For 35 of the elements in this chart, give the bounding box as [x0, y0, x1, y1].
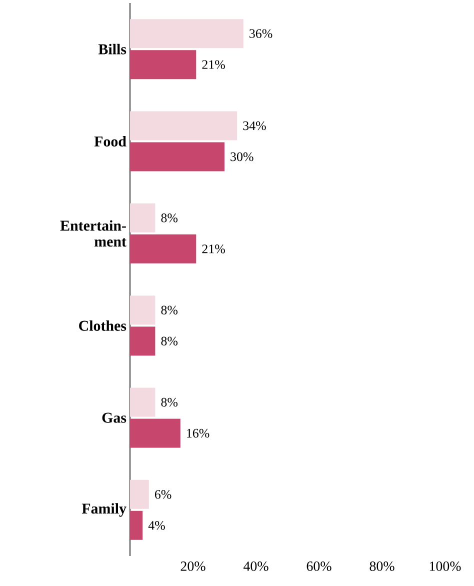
x-tick-label: 20% — [180, 562, 206, 571]
bar — [130, 203, 156, 232]
data-label: 30% — [230, 152, 254, 162]
data-label: 21% — [202, 244, 225, 254]
data-label: 8% — [161, 214, 178, 222]
bar — [130, 111, 238, 140]
bar — [130, 142, 224, 172]
y-tick-label: Entertain- ment — [60, 220, 126, 247]
data-label: 34% — [243, 121, 266, 130]
bar — [130, 388, 156, 417]
data-label: 8% — [161, 398, 178, 407]
bar — [130, 50, 196, 80]
bar — [130, 510, 143, 540]
data-label: 16% — [187, 428, 210, 438]
y-tick-label: Bills — [98, 44, 126, 54]
x-tick-label: 100% — [430, 562, 461, 571]
bar — [130, 326, 156, 356]
y-tick-label: Family — [82, 503, 126, 517]
data-label: 4% — [148, 521, 165, 530]
x-tick-label: 40% — [243, 562, 268, 571]
y-tick-label: Clothes — [79, 320, 126, 331]
x-tick-label: 60% — [306, 562, 332, 571]
bar — [130, 480, 149, 509]
y-tick-label: Food — [94, 136, 126, 147]
bar — [130, 296, 156, 325]
bar — [130, 19, 244, 48]
x-tick-label: 80% — [370, 562, 394, 571]
data-label: 8% — [161, 306, 178, 314]
data-label: 8% — [161, 336, 178, 346]
data-label: 21% — [202, 60, 225, 69]
bar — [130, 418, 180, 448]
bar — [130, 234, 196, 264]
y-tick-label: Gas — [102, 412, 126, 423]
data-label: 6% — [154, 490, 172, 499]
data-label: 36% — [250, 29, 272, 38]
